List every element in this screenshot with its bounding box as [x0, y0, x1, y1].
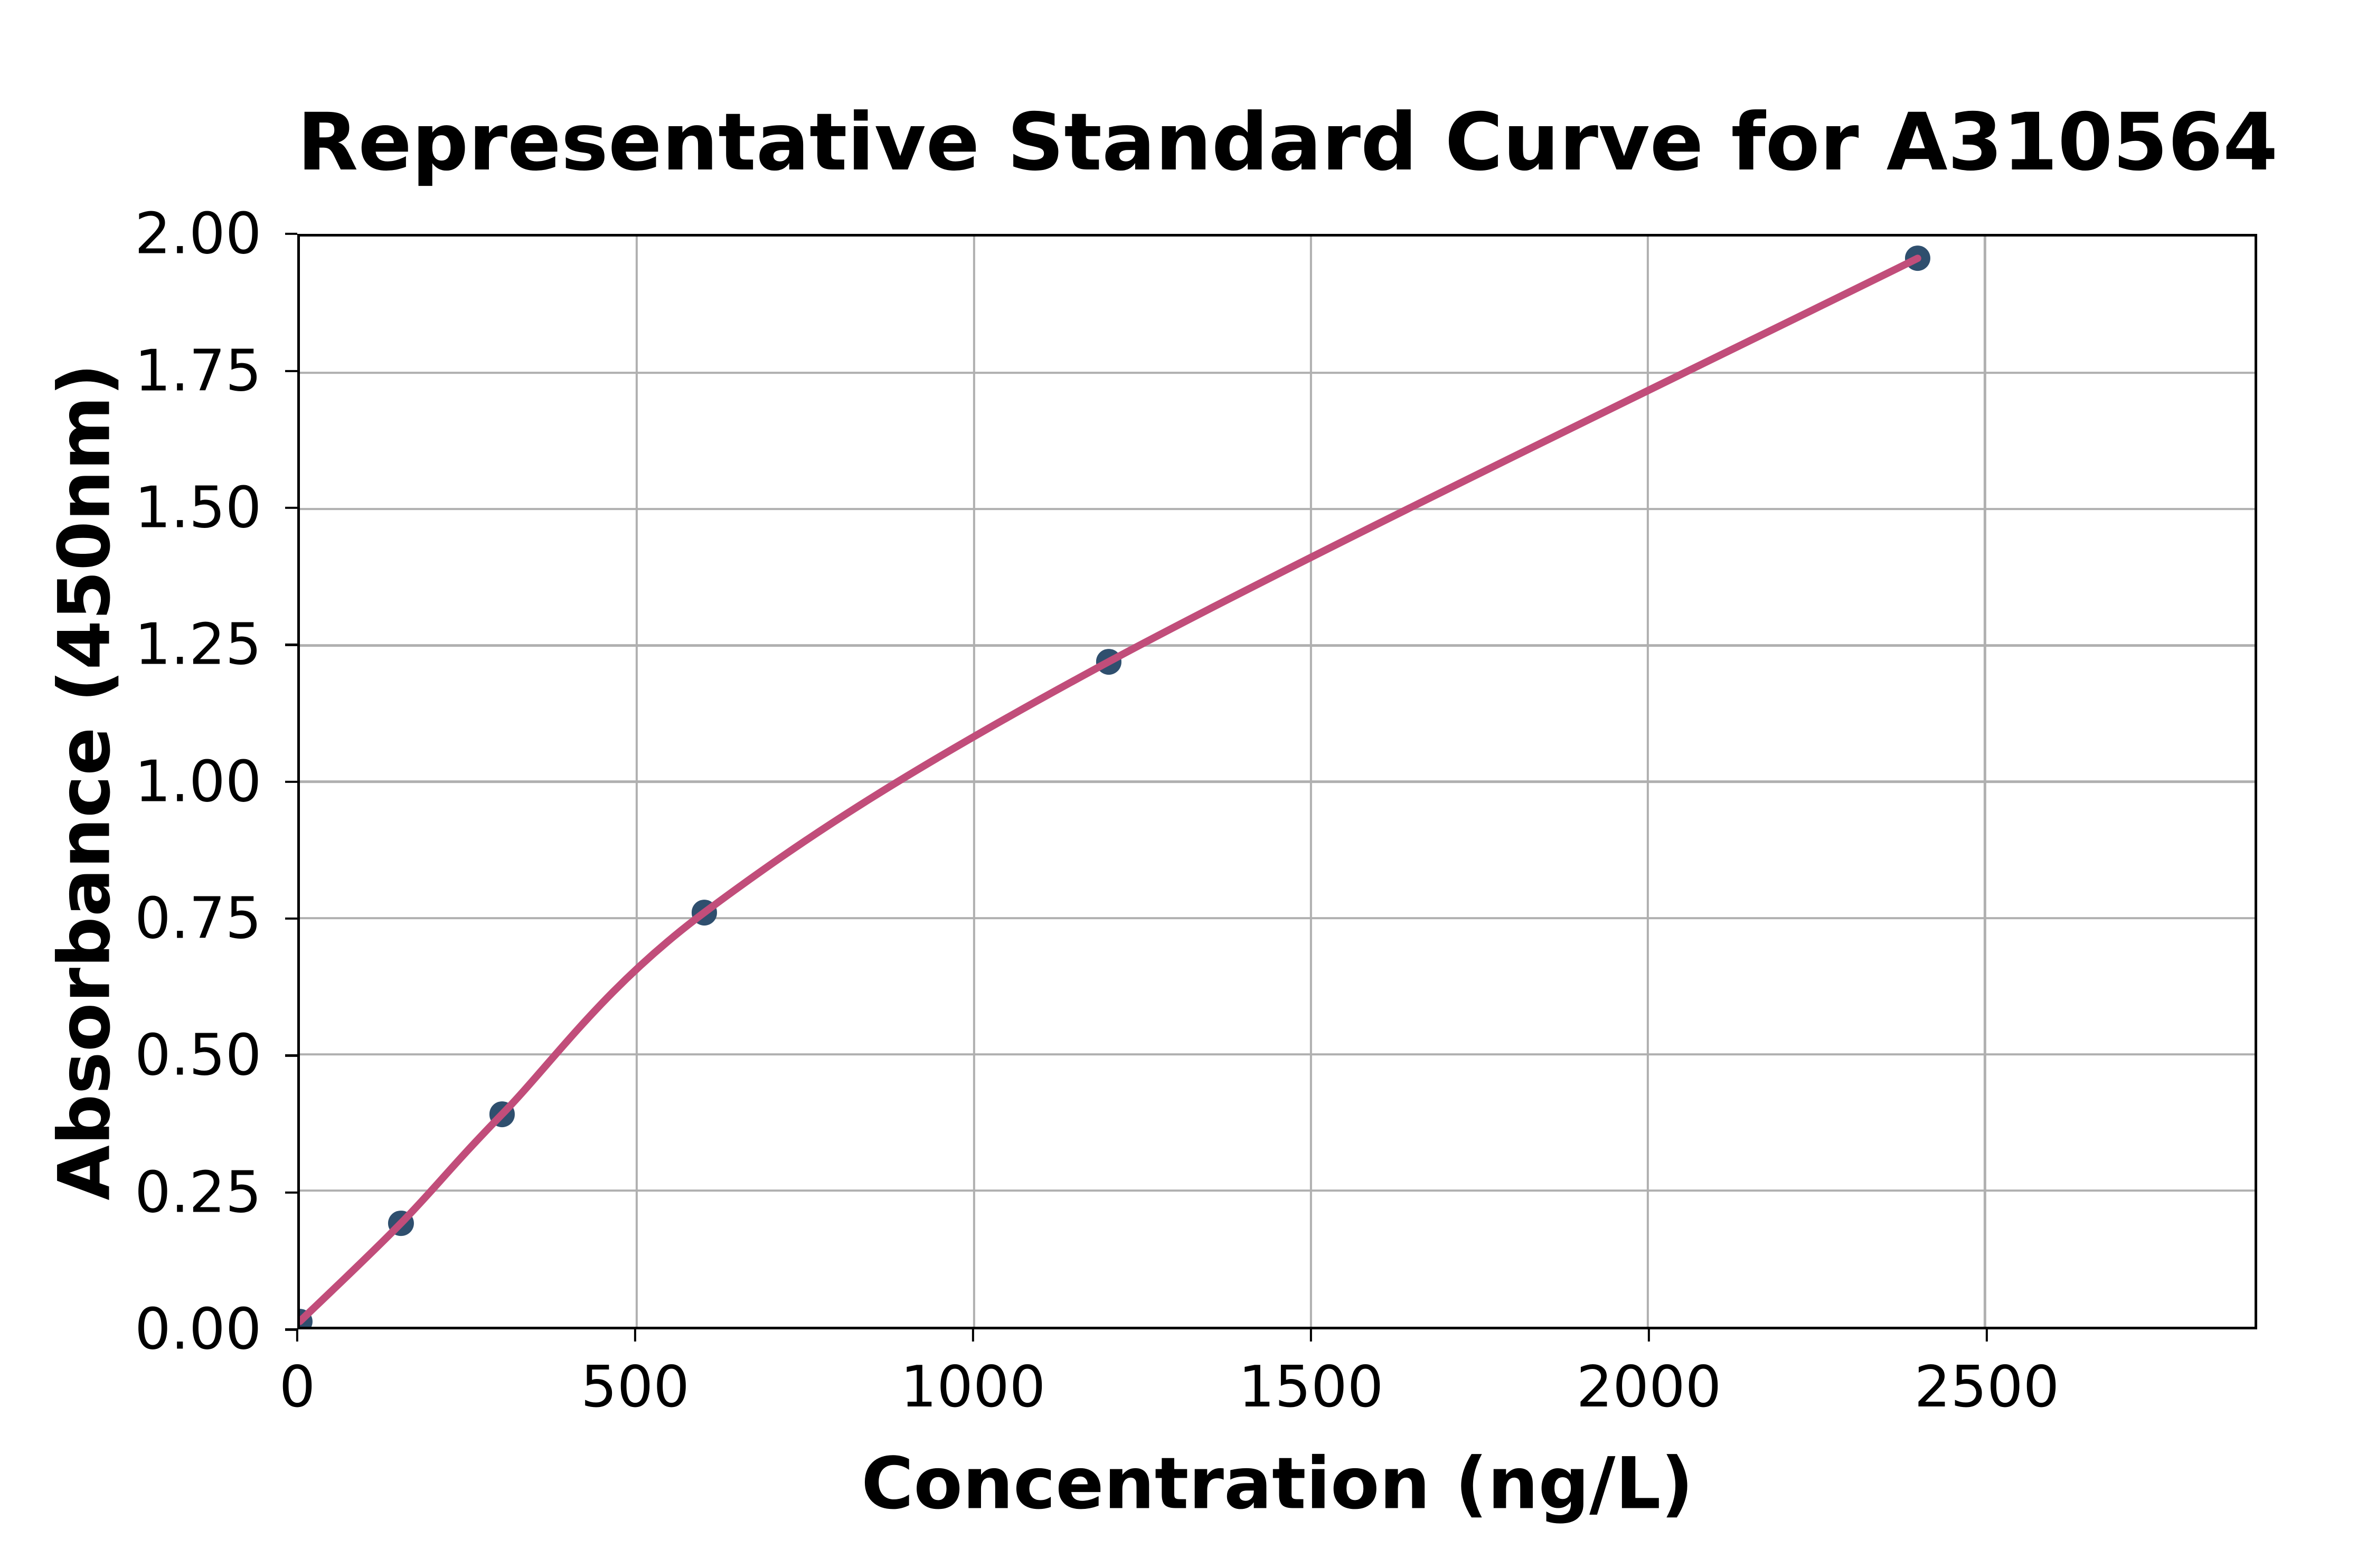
y-tick-label: 0.75: [134, 885, 262, 952]
gridline-horizontal: [299, 1189, 2255, 1192]
chart-title: Representative Standard Curve for A31056…: [297, 97, 2278, 189]
y-tick-label: 1.00: [134, 749, 262, 815]
x-tick-mark: [634, 1329, 637, 1342]
plot-area: [297, 234, 2257, 1330]
y-tick-mark: [285, 1054, 297, 1057]
x-tick-mark: [972, 1329, 975, 1342]
y-tick-label: 2.00: [134, 201, 262, 267]
y-tick-mark: [285, 506, 297, 509]
x-tick-mark: [1309, 1329, 1313, 1342]
y-tick-mark: [285, 1191, 297, 1194]
y-tick-label: 0.25: [134, 1159, 262, 1226]
y-tick-label: 1.25: [134, 611, 262, 678]
y-tick-mark: [285, 370, 297, 372]
plot-clip-region: [299, 237, 2255, 1327]
y-tick-mark: [285, 780, 297, 783]
x-tick-label: 2000: [1576, 1354, 1722, 1421]
y-axis-title: Absorbance (450nm): [43, 363, 126, 1201]
gridline-horizontal: [299, 508, 2255, 511]
x-tick-mark: [1985, 1329, 1988, 1342]
y-tick-label: 1.75: [134, 338, 262, 404]
x-tick-mark: [1647, 1329, 1651, 1342]
fit-curve: [299, 254, 1921, 1325]
y-tick-label: 1.50: [134, 475, 262, 541]
y-tick-label: 0.50: [134, 1022, 262, 1089]
gridline-horizontal: [299, 644, 2255, 647]
gridline-horizontal: [299, 372, 2255, 374]
y-tick-mark: [285, 232, 297, 235]
gridline-horizontal: [299, 780, 2255, 783]
y-tick-mark: [285, 644, 297, 646]
x-axis-title: Concentration (ng/L): [861, 1442, 1694, 1525]
x-tick-label: 500: [580, 1354, 690, 1421]
fit-curve-svg: [299, 254, 1921, 1325]
y-tick-label: 0.00: [134, 1296, 262, 1363]
x-tick-label: 1500: [1238, 1354, 1384, 1421]
gridline-horizontal: [299, 917, 2255, 919]
y-tick-mark: [285, 1328, 297, 1331]
gridline-horizontal: [299, 1053, 2255, 1056]
y-tick-mark: [285, 917, 297, 920]
x-tick-label: 2500: [1914, 1354, 2060, 1421]
x-tick-label: 1000: [900, 1354, 1046, 1421]
x-tick-label: 0: [279, 1354, 316, 1421]
x-tick-mark: [296, 1329, 299, 1342]
